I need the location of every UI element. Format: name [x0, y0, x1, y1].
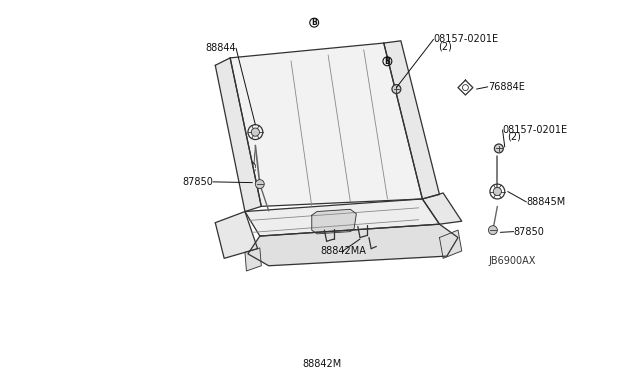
- Circle shape: [488, 226, 497, 235]
- Circle shape: [252, 128, 259, 136]
- Text: (2): (2): [438, 41, 452, 51]
- Text: B: B: [385, 57, 390, 66]
- Polygon shape: [248, 224, 458, 266]
- Polygon shape: [440, 230, 461, 258]
- Circle shape: [493, 187, 501, 196]
- Text: (2): (2): [507, 132, 521, 142]
- Text: 88842MA: 88842MA: [320, 246, 366, 256]
- Text: 08157-0201E: 08157-0201E: [502, 125, 568, 135]
- Polygon shape: [312, 209, 356, 234]
- Polygon shape: [215, 212, 257, 258]
- Text: 08157-0201E: 08157-0201E: [433, 34, 499, 44]
- Text: 87850: 87850: [514, 227, 545, 237]
- Polygon shape: [230, 43, 422, 206]
- Text: B: B: [311, 18, 317, 27]
- Polygon shape: [245, 248, 261, 271]
- Polygon shape: [384, 41, 440, 199]
- Polygon shape: [245, 199, 440, 236]
- Text: 87850: 87850: [182, 177, 213, 187]
- Circle shape: [392, 84, 401, 93]
- Text: 88845M: 88845M: [526, 197, 566, 207]
- Text: 88842M: 88842M: [302, 359, 341, 369]
- Text: JB6900AX: JB6900AX: [488, 256, 536, 266]
- Text: 76884E: 76884E: [488, 82, 525, 92]
- Polygon shape: [422, 193, 461, 224]
- Polygon shape: [215, 58, 261, 212]
- Circle shape: [255, 180, 264, 189]
- Circle shape: [494, 144, 503, 153]
- Text: 88844: 88844: [205, 43, 236, 53]
